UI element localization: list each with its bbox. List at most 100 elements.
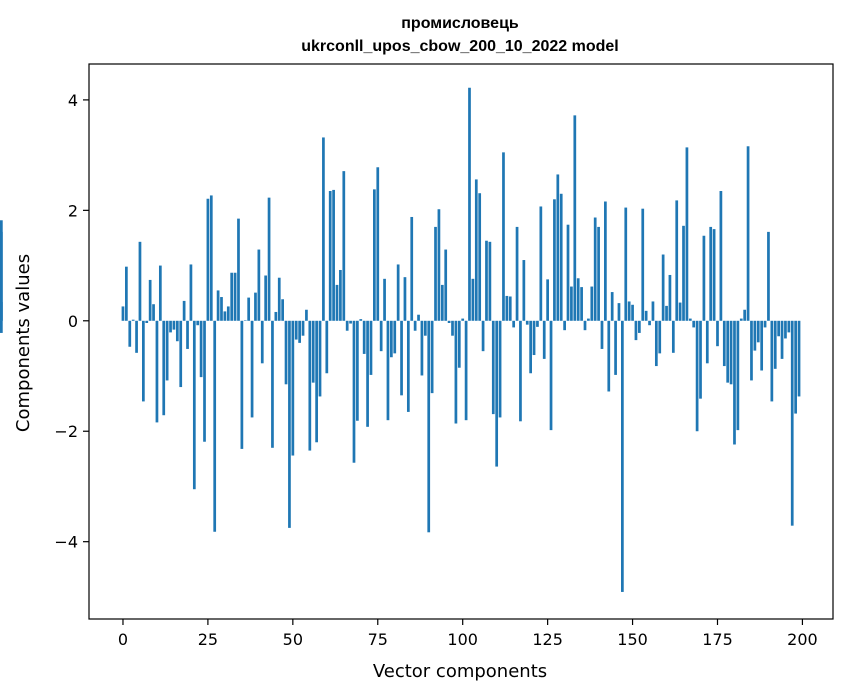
bar-80 bbox=[393, 320, 397, 354]
bar-18 bbox=[182, 300, 186, 321]
bar-47 bbox=[281, 299, 284, 321]
bar-146 bbox=[617, 303, 621, 321]
bar-81 bbox=[396, 264, 400, 321]
bar-82 bbox=[400, 320, 403, 396]
plot-frame bbox=[88, 63, 834, 620]
bar-184 bbox=[746, 146, 750, 321]
bar-28 bbox=[216, 290, 220, 321]
bar-7 bbox=[145, 320, 149, 323]
bar-20 bbox=[189, 264, 193, 321]
bar-94 bbox=[440, 284, 444, 321]
bar-174 bbox=[712, 229, 716, 321]
bar-166 bbox=[685, 147, 689, 321]
bar-127 bbox=[553, 199, 556, 321]
bar-73 bbox=[369, 320, 373, 375]
bar-75 bbox=[376, 167, 380, 321]
bar-105 bbox=[478, 193, 482, 321]
bar-173 bbox=[709, 226, 713, 321]
bar-32 bbox=[230, 272, 234, 321]
bar-171 bbox=[702, 235, 706, 321]
bar-78 bbox=[386, 320, 390, 421]
bar-55 bbox=[308, 320, 312, 451]
bar-15 bbox=[172, 320, 176, 330]
bar-71 bbox=[362, 320, 366, 354]
bar-196 bbox=[787, 320, 791, 333]
y-tick-label: 4 bbox=[68, 91, 78, 110]
bar-155 bbox=[648, 320, 651, 326]
bar-29 bbox=[220, 297, 223, 321]
bar-151 bbox=[634, 320, 638, 341]
bar-187 bbox=[756, 320, 760, 343]
bar-2 bbox=[128, 320, 132, 347]
bar-186 bbox=[753, 320, 757, 351]
x-tick-label: 175 bbox=[702, 630, 733, 649]
bar-9 bbox=[152, 304, 155, 321]
bar-5 bbox=[138, 241, 142, 321]
bar-31 bbox=[226, 306, 230, 321]
bar-109 bbox=[491, 320, 495, 415]
bar-164 bbox=[678, 302, 682, 321]
bar-48 bbox=[284, 320, 288, 385]
x-axis-label: Vector components bbox=[373, 661, 547, 682]
bar-147 bbox=[621, 320, 624, 592]
x-axis-ticks: 0 25 50 75 100 125 150 175 200 bbox=[118, 619, 818, 649]
bar-170 bbox=[699, 320, 702, 399]
bar-169 bbox=[695, 320, 699, 432]
bar-141 bbox=[600, 320, 604, 349]
bar-61 bbox=[328, 191, 332, 321]
bar-60 bbox=[325, 320, 329, 374]
bar-178 bbox=[726, 320, 730, 383]
bar-168 bbox=[692, 320, 696, 328]
bar-130 bbox=[563, 320, 566, 331]
bar-113 bbox=[505, 295, 509, 321]
bar-72 bbox=[366, 320, 369, 427]
bar-142 bbox=[604, 201, 607, 321]
bar-79 bbox=[390, 320, 393, 358]
bar-57 bbox=[315, 320, 318, 443]
bar-26 bbox=[209, 195, 213, 321]
bar-96 bbox=[447, 320, 451, 323]
bar-194 bbox=[780, 320, 784, 359]
bar-74 bbox=[373, 189, 376, 321]
y-tick-label: 2 bbox=[68, 201, 78, 220]
bar-25 bbox=[206, 198, 210, 321]
bar-165 bbox=[682, 225, 685, 321]
bar-37 bbox=[247, 297, 251, 321]
bar-27 bbox=[213, 320, 217, 532]
bar-34 bbox=[237, 218, 240, 321]
bar-3 bbox=[131, 319, 135, 321]
bar-45 bbox=[274, 311, 278, 321]
bar-157 bbox=[654, 320, 658, 367]
bar-124 bbox=[542, 320, 546, 359]
bar-176 bbox=[719, 191, 723, 321]
bar-98 bbox=[454, 320, 458, 424]
bar-139 bbox=[593, 217, 597, 321]
bar-54 bbox=[305, 309, 308, 321]
x-tick-label: 25 bbox=[198, 630, 218, 649]
bar-144 bbox=[610, 292, 614, 321]
bar-195 bbox=[784, 320, 787, 339]
bars-group bbox=[0, 87, 801, 592]
bar-198 bbox=[794, 320, 797, 414]
bar-104 bbox=[474, 179, 478, 321]
bar-87 bbox=[417, 314, 420, 321]
y-tick-label: −2 bbox=[54, 422, 78, 441]
bar-192 bbox=[773, 320, 777, 369]
y-tick-label: −4 bbox=[54, 533, 78, 552]
x-tick-label: 0 bbox=[118, 630, 128, 649]
bar-13 bbox=[165, 320, 169, 381]
bar-67 bbox=[349, 320, 352, 324]
bar-126 bbox=[549, 320, 553, 431]
bar-123 bbox=[539, 206, 543, 321]
bar-38 bbox=[250, 320, 254, 418]
bar-103 bbox=[471, 278, 475, 321]
bar-180 bbox=[733, 320, 736, 445]
bar-177 bbox=[722, 320, 726, 367]
bar-89 bbox=[423, 320, 427, 336]
bar-145 bbox=[614, 320, 617, 375]
bar-107 bbox=[485, 240, 488, 321]
bar-51 bbox=[294, 320, 298, 340]
bar-136 bbox=[583, 320, 587, 331]
bar-161 bbox=[668, 274, 672, 321]
